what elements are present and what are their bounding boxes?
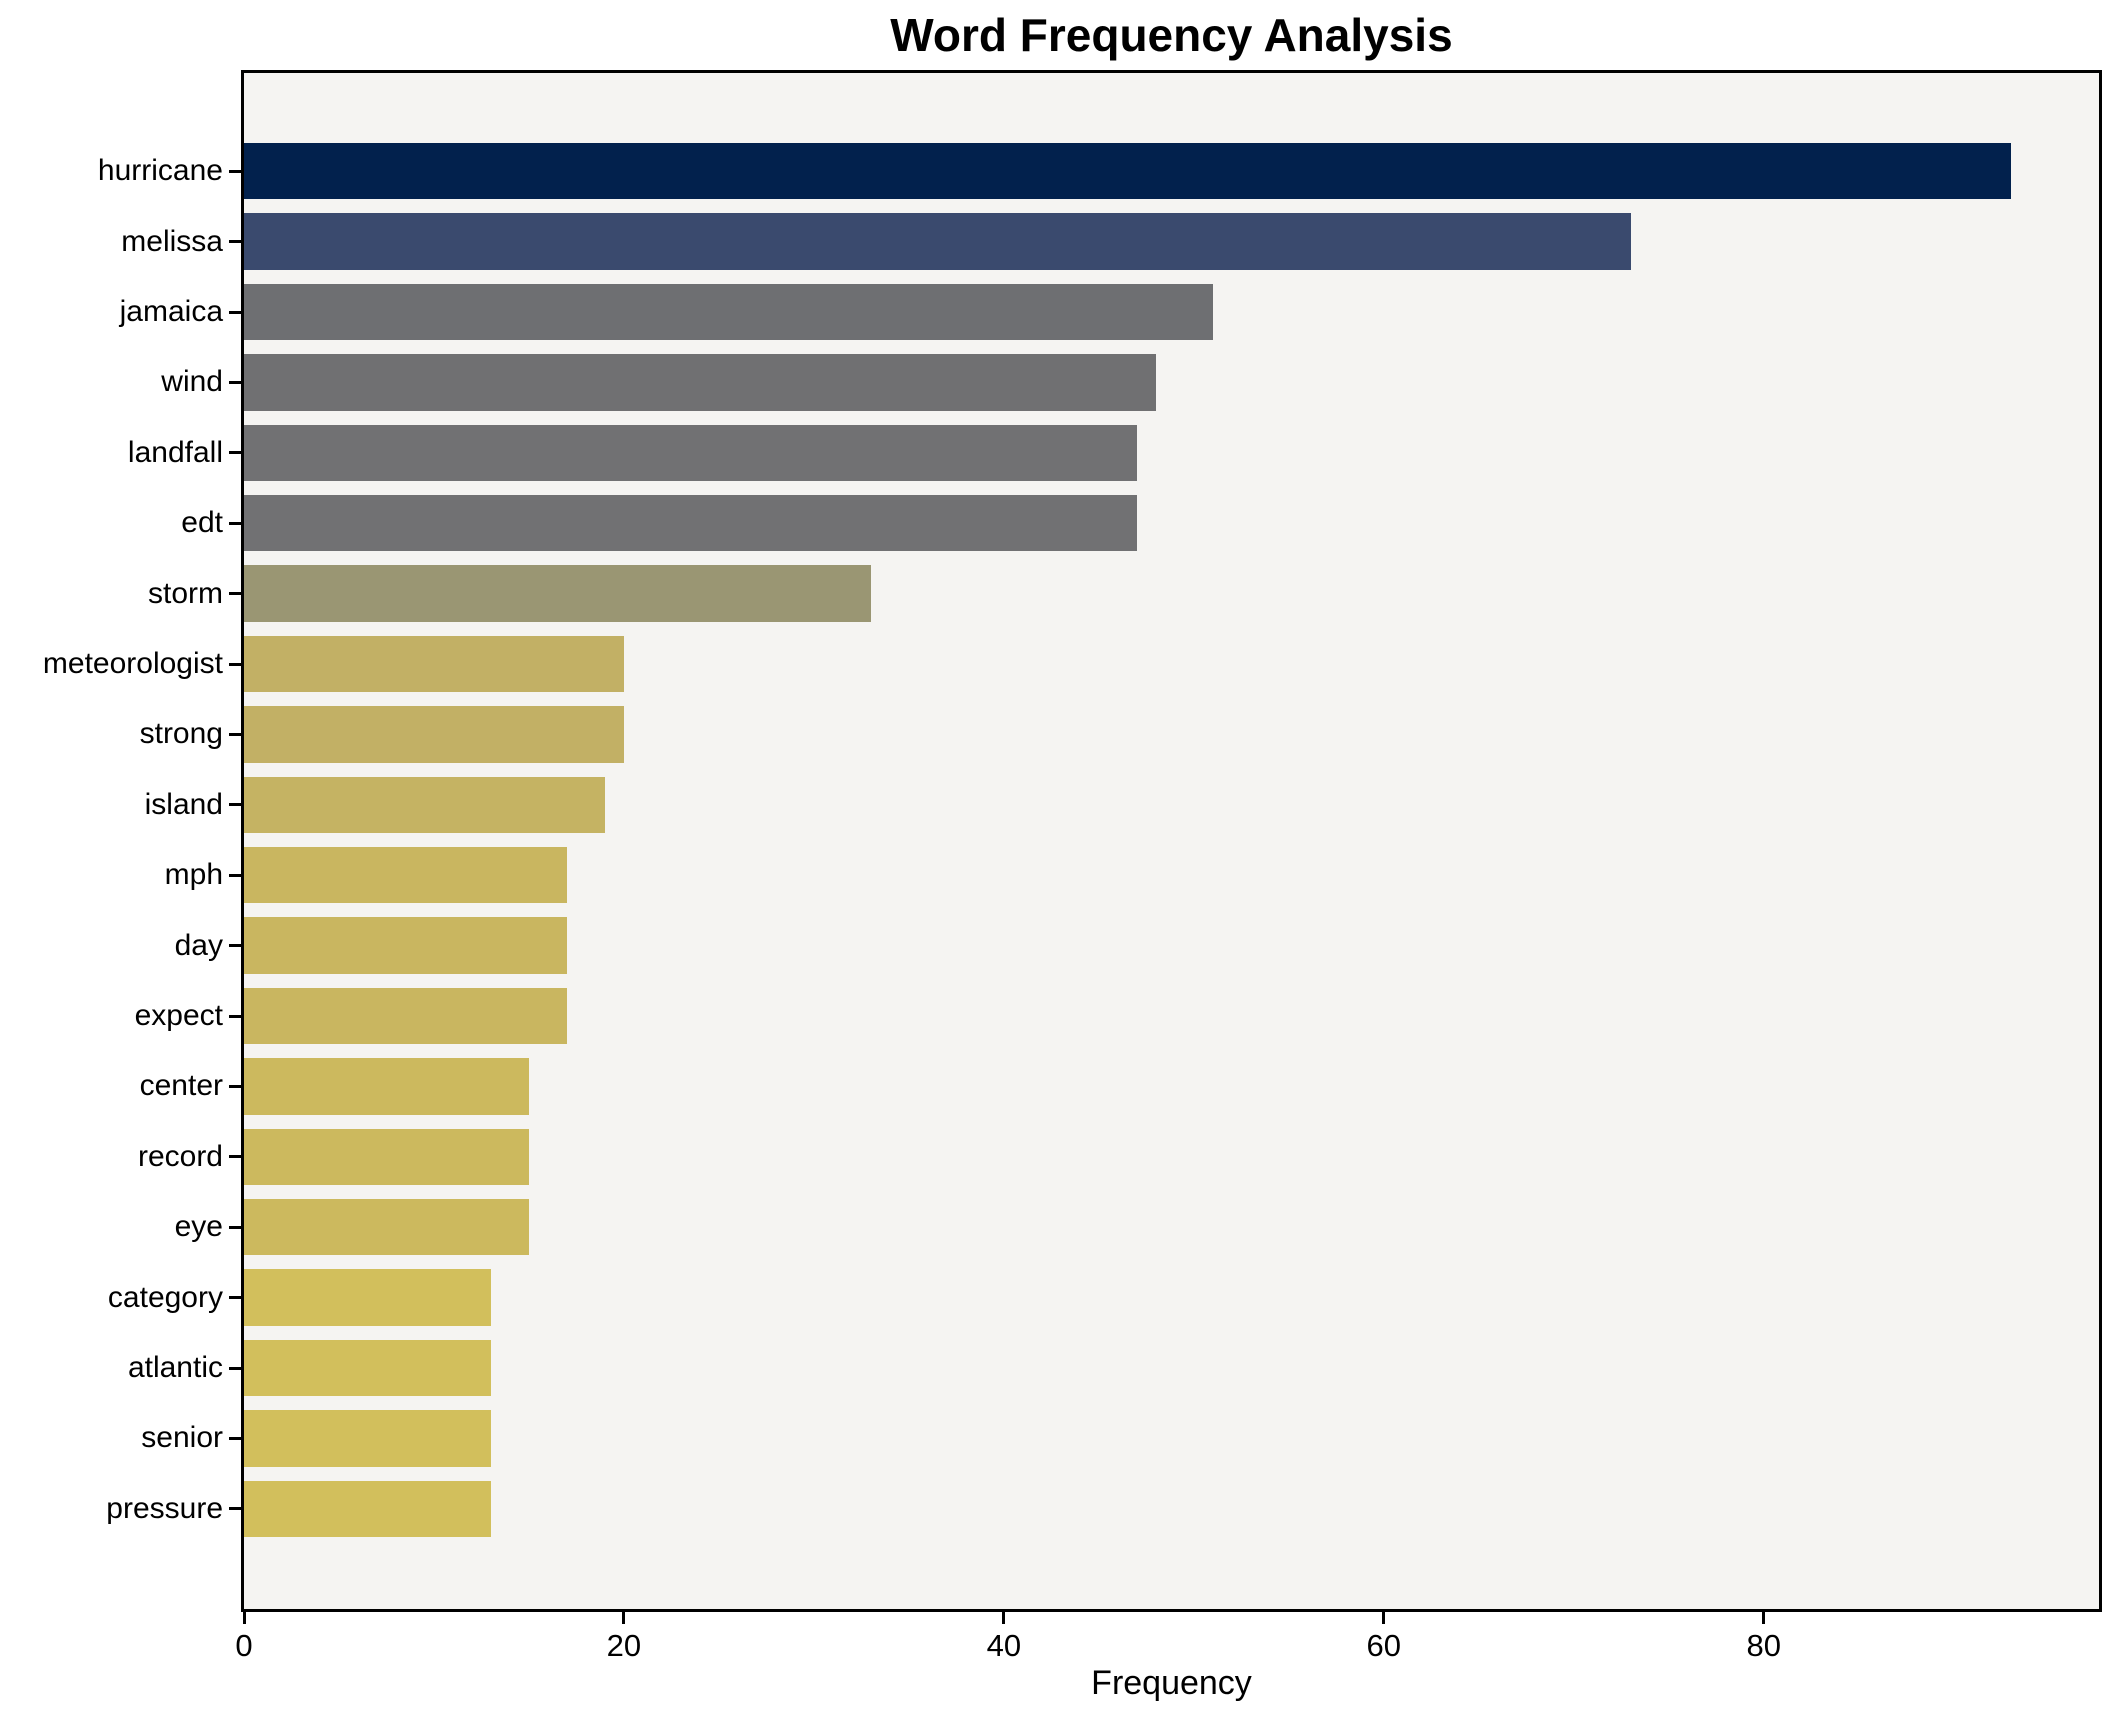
bar-strong xyxy=(244,706,624,763)
bar-storm xyxy=(244,565,871,622)
bar-eye xyxy=(244,1198,529,1256)
ytick-label-island: island xyxy=(144,787,223,821)
xtick-label-40: 40 xyxy=(986,1628,1022,1663)
xtick-mark-40 xyxy=(1002,1612,1006,1624)
bar-day xyxy=(244,917,567,974)
xtick-label-20: 20 xyxy=(606,1628,642,1663)
xtick-label-0: 0 xyxy=(235,1628,253,1663)
xtick-mark-0 xyxy=(242,1612,246,1624)
bar-jamaica xyxy=(244,283,1213,341)
ytick-mark-senior xyxy=(229,1436,241,1440)
ytick-mark-jamaica xyxy=(229,310,241,314)
bar-edt xyxy=(244,494,1137,552)
ytick-label-eye: eye xyxy=(174,1210,223,1244)
ytick-mark-strong xyxy=(229,732,241,736)
ytick-label-jamaica: jamaica xyxy=(119,295,223,328)
bar-hurricane xyxy=(244,142,2011,200)
ytick-label-wind: wind xyxy=(161,365,223,399)
bar-pressure xyxy=(244,1480,491,1538)
plot-area xyxy=(241,70,2102,1612)
ytick-mark-record xyxy=(229,1155,241,1159)
ytick-label-hurricane: hurricane xyxy=(97,154,223,188)
ytick-mark-atlantic xyxy=(229,1366,241,1370)
ytick-mark-storm xyxy=(229,592,241,596)
ytick-label-mph: mph xyxy=(164,858,223,892)
ytick-label-pressure: pressure xyxy=(106,1491,223,1525)
chart-title: Word Frequency Analysis xyxy=(890,9,1453,61)
ytick-mark-mph xyxy=(229,873,241,877)
bar-atlantic xyxy=(244,1339,491,1397)
ytick-mark-wind xyxy=(229,380,241,384)
ytick-mark-center xyxy=(229,1084,241,1088)
bar-expect xyxy=(244,987,567,1045)
ytick-mark-melissa xyxy=(229,240,241,244)
x-axis-title: Frequency xyxy=(1091,1664,1252,1702)
ytick-mark-day xyxy=(229,944,241,948)
bar-island xyxy=(244,776,605,834)
ytick-label-storm: storm xyxy=(148,576,223,610)
ytick-label-senior: senior xyxy=(141,1421,223,1455)
ytick-mark-island xyxy=(229,803,241,807)
xtick-mark-60 xyxy=(1382,1612,1386,1624)
bar-wind xyxy=(244,354,1156,411)
bar-senior xyxy=(244,1410,491,1467)
ytick-label-edt: edt xyxy=(181,506,223,540)
ytick-mark-hurricane xyxy=(229,169,241,173)
ytick-mark-edt xyxy=(229,521,241,525)
ytick-label-atlantic: atlantic xyxy=(127,1351,223,1384)
ytick-mark-meteorologist xyxy=(229,662,241,666)
ytick-mark-eye xyxy=(229,1225,241,1229)
bar-center xyxy=(244,1058,529,1115)
ytick-mark-pressure xyxy=(229,1507,241,1511)
bar-mph xyxy=(244,846,567,904)
ytick-label-melissa: melissa xyxy=(121,224,223,258)
xtick-label-80: 80 xyxy=(1746,1628,1781,1663)
bar-meteorologist xyxy=(244,635,624,693)
ytick-mark-landfall xyxy=(229,451,241,455)
bar-category xyxy=(244,1269,491,1326)
xtick-mark-80 xyxy=(1762,1612,1766,1624)
ytick-label-expect: expect xyxy=(134,999,223,1032)
ytick-label-record: record xyxy=(137,1139,223,1173)
ytick-label-meteorologist: meteorologist xyxy=(42,647,223,680)
bar-melissa xyxy=(244,213,1631,270)
bar-record xyxy=(244,1128,529,1186)
ytick-mark-category xyxy=(229,1296,241,1300)
ytick-label-strong: strong xyxy=(139,717,223,751)
ytick-label-center: center xyxy=(139,1069,223,1103)
ytick-label-day: day xyxy=(174,928,223,962)
bar-landfall xyxy=(244,424,1137,482)
ytick-label-landfall: landfall xyxy=(127,435,223,469)
bars-layer xyxy=(244,73,2099,1609)
xtick-mark-20 xyxy=(622,1612,626,1624)
ytick-label-category: category xyxy=(107,1280,223,1314)
xtick-label-60: 60 xyxy=(1366,1628,1402,1663)
ytick-mark-expect xyxy=(229,1014,241,1018)
